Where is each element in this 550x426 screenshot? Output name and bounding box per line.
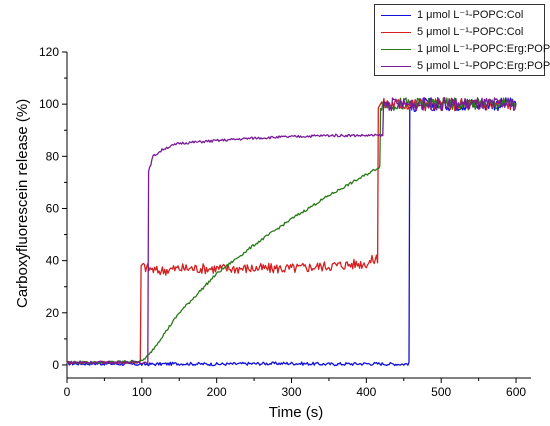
legend-label-4: 5 μmol L⁻¹-POPC:Erg:POPS [417, 60, 550, 72]
legend-item-3: 1 μmol L⁻¹-POPC:Erg:POPS [375, 41, 550, 58]
y-axis-title: Carboxyfluorescein release (%) [14, 98, 31, 308]
y-tick-label: 20 [46, 306, 60, 320]
series-line-1 [66, 97, 517, 367]
series-layer [66, 96, 517, 367]
y-tick-label: 60 [46, 201, 60, 215]
legend-label-1: 1 μmol L⁻¹-POPC:Col [417, 9, 524, 21]
y-tick-label: 40 [46, 254, 60, 268]
x-tick-label: 600 [506, 385, 526, 399]
x-tick-label: 300 [282, 385, 302, 399]
series-line-4 [66, 96, 517, 365]
series-line-3 [66, 97, 517, 365]
legend-swatch-2 [381, 32, 411, 33]
legend-swatch-3 [381, 49, 411, 50]
x-tick-label: 500 [431, 385, 451, 399]
legend-swatch-1 [381, 15, 411, 16]
y-tick-label: 0 [52, 358, 59, 372]
legend: 1 μmol L⁻¹-POPC:Col 5 μmol L⁻¹-POPC:Col … [374, 4, 550, 76]
x-tick-label: 400 [356, 385, 376, 399]
legend-label-3: 1 μmol L⁻¹-POPC:Erg:POPS [417, 43, 550, 55]
legend-item-4: 5 μmol L⁻¹-POPC:Erg:POPS [375, 58, 550, 75]
legend-label-2: 5 μmol L⁻¹-POPC:Col [417, 26, 524, 38]
x-axis-title: Time (s) [268, 404, 324, 421]
x-tick-label: 200 [207, 385, 227, 399]
x-tick-label: 100 [132, 385, 152, 399]
x-tick-label: 0 [64, 385, 71, 399]
y-tick-label: 100 [39, 97, 59, 111]
legend-swatch-4 [381, 66, 411, 67]
y-tick-label: 80 [46, 149, 60, 163]
axes: 0 100 200 300 400 500 600 0 20 40 60 80 100 120 [39, 45, 531, 399]
series-line-2 [66, 97, 517, 365]
y-tick-label: 120 [39, 45, 59, 59]
legend-item-1: 1 μmol L⁻¹-POPC:Col [375, 7, 544, 24]
legend-item-2: 5 μmol L⁻¹-POPC:Col [375, 24, 544, 41]
